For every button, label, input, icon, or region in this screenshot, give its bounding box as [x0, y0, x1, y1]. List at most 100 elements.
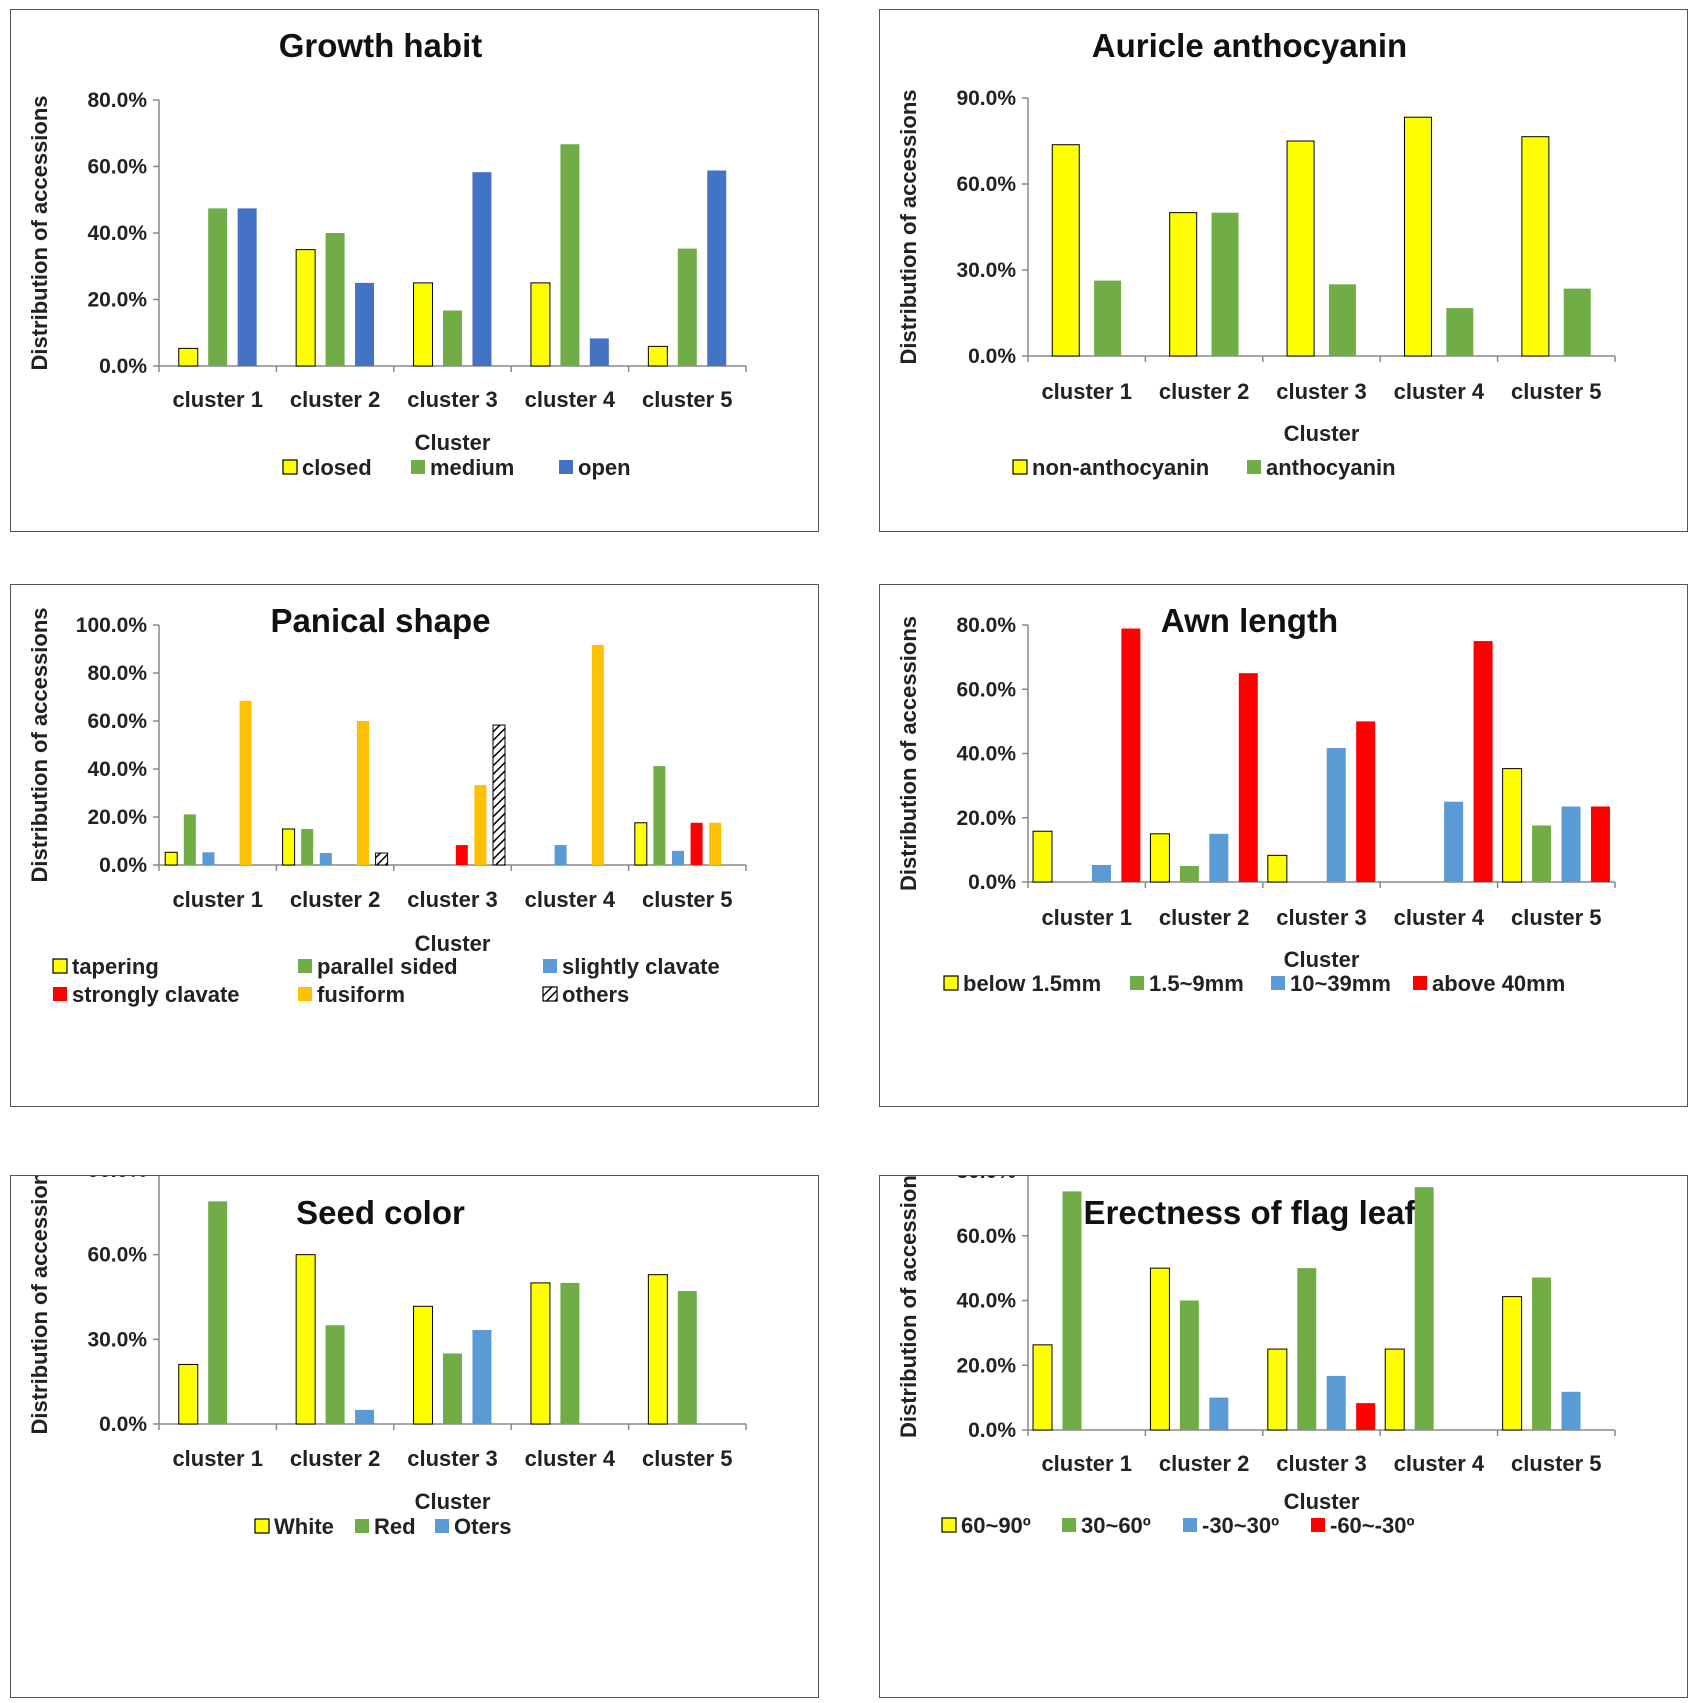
- legend-swatch: [411, 460, 425, 474]
- bar-others-3: [492, 724, 506, 866]
- y-tick-label: 30.0%: [87, 1328, 147, 1351]
- legend-label: below 1.5mm: [963, 971, 1101, 996]
- bar-tapering-1: [164, 851, 178, 866]
- y-tick-label: 0.0%: [99, 854, 147, 877]
- bar-parallel-sided-2: [301, 829, 314, 865]
- bar-red-1: [208, 1201, 228, 1424]
- x-tick-label: cluster 4: [1394, 379, 1485, 404]
- bar-60-90--1: [1032, 1344, 1053, 1431]
- bar-above-40mm-4: [1473, 641, 1493, 882]
- x-tick-label: cluster 1: [172, 387, 263, 412]
- y-tick-label: 20.0%: [87, 289, 147, 312]
- bar-below-1-5mm-3: [1267, 854, 1288, 883]
- legend-swatch: [1130, 976, 1144, 990]
- bar-strongly-clavate-3: [455, 845, 468, 865]
- legend-swatch: [943, 975, 959, 991]
- legend-swatch: [298, 959, 312, 973]
- bar-open-5: [707, 170, 727, 366]
- bar--30-30--3: [1326, 1375, 1346, 1430]
- y-tick-label: 20.0%: [956, 807, 1016, 830]
- y-tick-label: 60.0%: [87, 1244, 147, 1267]
- bar-medium-5: [677, 248, 697, 366]
- legend-label: -30~30º: [1202, 1513, 1279, 1538]
- y-axis-label: Distribution of accessions: [896, 616, 921, 891]
- bar-strongly-clavate-5: [690, 822, 703, 865]
- bar-below-1-5mm-2: [1149, 833, 1170, 883]
- bar-fusiform-1: [239, 700, 252, 865]
- y-tick-label: 80.0%: [956, 1176, 1016, 1183]
- bar-tapering-2: [282, 828, 296, 866]
- chart-title: Panical shape: [270, 602, 490, 639]
- bar-fusiform-2: [357, 721, 369, 865]
- x-tick-label: cluster 3: [407, 387, 498, 412]
- chart-title: Growth habit: [279, 27, 482, 64]
- chart-panel-panical-shape: Panical shape Distribution of accessions 0…: [10, 584, 819, 1107]
- bar-10-39mm-2: [1209, 833, 1229, 882]
- legend-label: 30~60º: [1081, 1513, 1151, 1538]
- bar-60-90--3: [1267, 1348, 1288, 1431]
- legend-swatch: [559, 460, 573, 474]
- x-tick-label: cluster 5: [642, 387, 733, 412]
- x-tick-label: cluster 3: [407, 887, 498, 912]
- bar-medium-1: [208, 208, 228, 366]
- x-tick-label: cluster 5: [1511, 379, 1602, 404]
- y-tick-label: 60.0%: [87, 710, 147, 733]
- y-axis-label: Distribution of accessions: [27, 1176, 52, 1435]
- bar-fusiform-3: [474, 785, 487, 865]
- legend-label: -60~-30º: [1330, 1513, 1414, 1538]
- x-tick-label: cluster 4: [1394, 1451, 1485, 1476]
- y-tick-label: 80.0%: [87, 89, 147, 112]
- x-tick-label: cluster 2: [290, 1446, 381, 1471]
- bar-closed-2: [295, 249, 316, 367]
- bar-closed-1: [178, 347, 199, 367]
- legend-swatch: [542, 986, 558, 1002]
- x-axis-label: Cluster: [415, 430, 491, 455]
- legend-swatch: [941, 1517, 957, 1533]
- legend-label: White: [274, 1514, 334, 1539]
- bar-oters-2: [355, 1409, 375, 1424]
- bar-closed-4: [530, 282, 551, 367]
- bar-non-anthocyanin-2: [1169, 212, 1198, 357]
- y-tick-label: 60.0%: [956, 678, 1016, 701]
- legend-swatch: [1271, 976, 1285, 990]
- bar-medium-2: [325, 233, 345, 366]
- bar-30-60--5: [1532, 1277, 1552, 1430]
- bar-non-anthocyanin-5: [1521, 136, 1550, 357]
- y-tick-label: 40.0%: [956, 1290, 1016, 1313]
- bar-medium-4: [560, 144, 580, 366]
- legend-swatch: [1413, 976, 1427, 990]
- legend-swatch: [435, 1519, 449, 1533]
- bar-closed-3: [413, 282, 434, 367]
- legend-label: strongly clavate: [72, 982, 240, 1007]
- chart-title: Auricle anthocyanin: [1092, 27, 1407, 64]
- bar-60-90--2: [1149, 1267, 1170, 1431]
- y-tick-label: 20.0%: [87, 806, 147, 829]
- legend-label: Red: [374, 1514, 416, 1539]
- x-tick-label: cluster 1: [172, 887, 263, 912]
- x-tick-label: cluster 2: [1159, 1451, 1250, 1476]
- y-tick-label: 60.0%: [956, 1225, 1016, 1248]
- x-tick-label: cluster 3: [1276, 905, 1367, 930]
- x-axis-label: Cluster: [1284, 421, 1360, 446]
- bar-anthocyanin-3: [1328, 284, 1356, 356]
- x-tick-label: cluster 2: [1159, 905, 1250, 930]
- legend-label: anthocyanin: [1266, 455, 1396, 480]
- chart-panel-awn-length: Awn length Distribution of accessions 0.0%…: [879, 584, 1688, 1107]
- x-tick-label: cluster 4: [1394, 905, 1485, 930]
- bar--60-30--3: [1356, 1403, 1376, 1430]
- y-tick-label: 0.0%: [968, 1419, 1016, 1442]
- chart-panel-growth-habit: Growth habit Distribution of accessions 0.…: [10, 9, 819, 532]
- bar-red-4: [560, 1282, 580, 1424]
- bar-60-90--4: [1384, 1348, 1405, 1431]
- x-tick-label: cluster 4: [525, 387, 616, 412]
- bar-fusiform-4: [591, 644, 604, 865]
- x-tick-label: cluster 3: [407, 1446, 498, 1471]
- legend-swatch: [1012, 459, 1028, 475]
- bar-non-anthocyanin-1: [1051, 144, 1080, 357]
- y-tick-label: 60.0%: [87, 156, 147, 179]
- chart-panel-seed-color: Seed color Distribution of accessions 0.0%…: [10, 1175, 819, 1698]
- legend-label: 1.5~9mm: [1149, 971, 1244, 996]
- bar-white-5: [647, 1274, 668, 1425]
- bar-red-5: [677, 1291, 697, 1424]
- bar-open-2: [355, 282, 375, 366]
